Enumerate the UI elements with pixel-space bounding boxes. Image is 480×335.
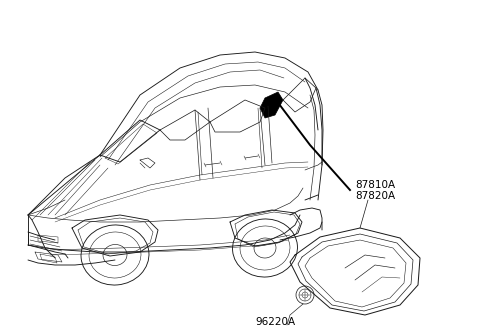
- Polygon shape: [260, 92, 283, 118]
- Text: 87820A: 87820A: [355, 191, 395, 201]
- Text: 96220A: 96220A: [255, 317, 295, 327]
- Text: 87810A: 87810A: [355, 180, 395, 190]
